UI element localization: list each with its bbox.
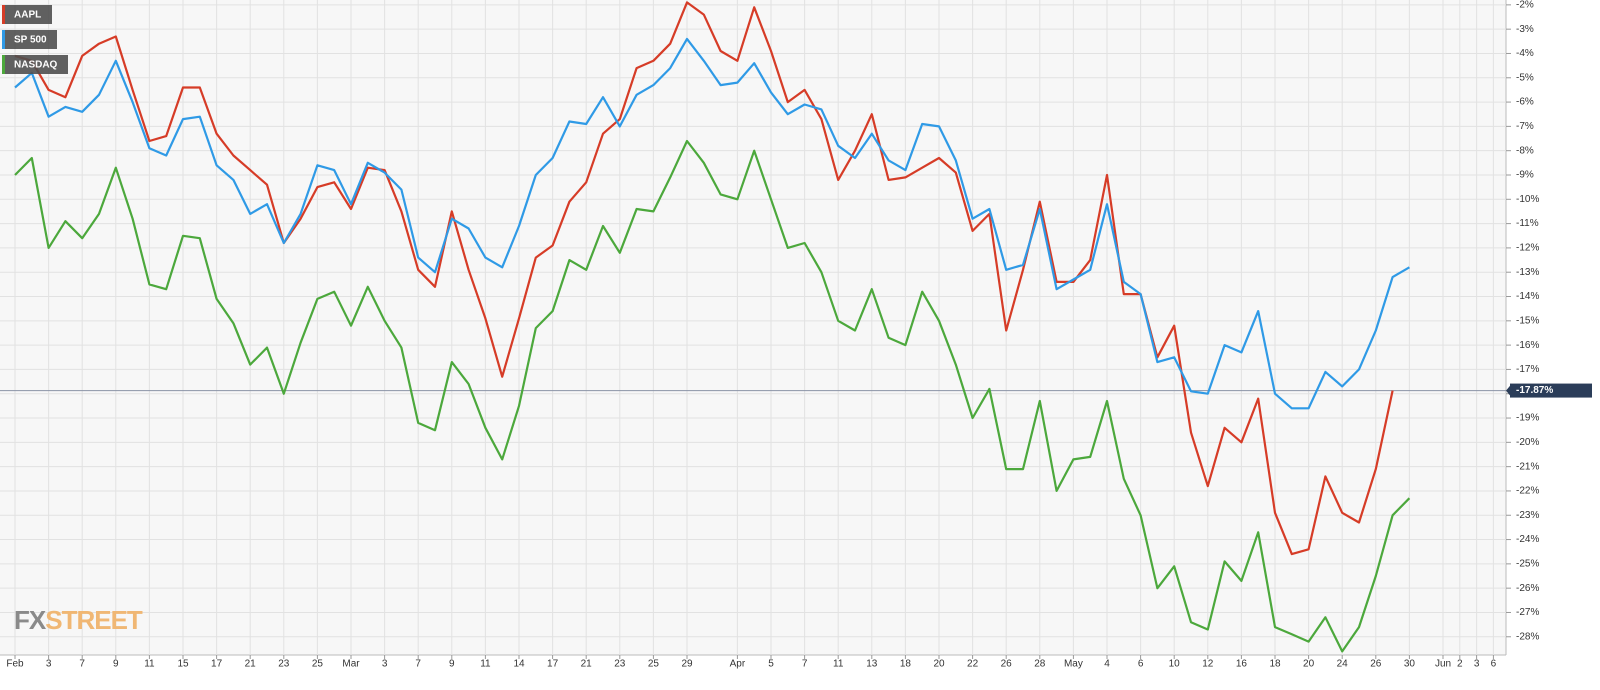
legend-label: SP 500 <box>14 35 47 46</box>
y-tick-label: -4% <box>1516 48 1534 59</box>
y-tick-label: -11% <box>1516 218 1539 229</box>
legend-box <box>2 5 52 24</box>
y-tick-label: -6% <box>1516 97 1534 108</box>
legend-label: AAPL <box>14 10 41 21</box>
y-tick-label: -28% <box>1516 631 1539 642</box>
badge-label: -17.87% <box>1516 385 1553 396</box>
series-line <box>14 37 1410 410</box>
x-tick-label: 7 <box>802 659 808 670</box>
series-line <box>14 1 1394 556</box>
x-tick-label: 9 <box>449 659 455 670</box>
y-tick-label: -8% <box>1516 145 1534 156</box>
x-tick-label: Mar <box>342 659 360 670</box>
y-tick-label: -14% <box>1516 291 1539 302</box>
x-tick-label: 23 <box>278 659 290 670</box>
x-tick-label: 29 <box>681 659 693 670</box>
x-tick-label: 30 <box>1404 659 1416 670</box>
x-tick-label: Jun <box>1435 659 1451 670</box>
legend-item: NASDAQ <box>2 55 68 74</box>
y-tick-label: -16% <box>1516 340 1539 351</box>
x-tick-label: 26 <box>1370 659 1382 670</box>
y-tick-label: -15% <box>1516 315 1539 326</box>
y-tick-label: -9% <box>1516 170 1534 181</box>
x-tick-label: 2 <box>1457 659 1463 670</box>
legend-swatch <box>2 55 5 74</box>
x-tick-label: 17 <box>547 659 559 670</box>
y-tick-label: -23% <box>1516 510 1539 521</box>
x-tick-label: 9 <box>113 659 119 670</box>
series-line <box>14 139 1411 653</box>
x-tick-label: 20 <box>1303 659 1315 670</box>
watermark: FXSTREET <box>14 605 143 635</box>
x-tick-label: 12 <box>1202 659 1214 670</box>
x-tick-label: 20 <box>933 659 945 670</box>
y-tick-label: -21% <box>1516 461 1539 472</box>
x-tick-label: 3 <box>46 659 52 670</box>
badge-box <box>1510 383 1592 398</box>
x-tick-label: 10 <box>1169 659 1181 670</box>
y-tick-label: -12% <box>1516 243 1539 254</box>
x-tick-label: 13 <box>866 659 878 670</box>
x-tick-label: May <box>1064 659 1083 670</box>
x-tick-label: 11 <box>833 659 844 670</box>
y-tick-label: -3% <box>1516 24 1534 35</box>
x-tick-label: 28 <box>1034 659 1046 670</box>
x-tick-label: 18 <box>900 659 912 670</box>
x-tick-label: 11 <box>480 659 491 670</box>
x-tick-label: 14 <box>513 659 525 670</box>
legend-label: NASDAQ <box>14 60 58 71</box>
legend-item: SP 500 <box>2 30 57 49</box>
x-tick-label: 4 <box>1104 659 1110 670</box>
current-value-badge: -17.87% <box>1506 383 1592 398</box>
x-tick-label: 6 <box>1138 659 1144 670</box>
watermark-suffix: STREET <box>45 605 143 635</box>
y-tick-label: -27% <box>1516 607 1539 618</box>
x-tick-label: Apr <box>730 659 746 670</box>
badge-arrow <box>1506 384 1511 397</box>
legend-swatch <box>2 30 5 49</box>
y-tick-label: -19% <box>1516 413 1539 424</box>
x-tick-label: 18 <box>1269 659 1281 670</box>
x-tick-label: 26 <box>1001 659 1013 670</box>
x-tick-label: 3 <box>382 659 388 670</box>
x-tick-label: 16 <box>1236 659 1248 670</box>
legend-box <box>2 30 57 49</box>
y-tick-label: -17% <box>1516 364 1539 375</box>
legend-swatch <box>2 5 5 24</box>
y-tick-label: -20% <box>1516 437 1539 448</box>
x-tick-label: 11 <box>144 659 155 670</box>
x-tick-label: 22 <box>967 659 979 670</box>
legend-box <box>2 55 68 74</box>
plot-background <box>0 0 1506 655</box>
x-tick-label: 21 <box>581 659 593 670</box>
x-tick-label: 17 <box>211 659 223 670</box>
x-tick-label: 7 <box>415 659 421 670</box>
x-tick-label: 15 <box>177 659 189 670</box>
x-tick-label: 21 <box>245 659 257 670</box>
y-tick-label: -2% <box>1516 0 1534 11</box>
y-tick-label: -25% <box>1516 558 1539 569</box>
x-tick-label: 6 <box>1491 659 1497 670</box>
x-tick-label: 25 <box>648 659 660 670</box>
x-tick-label: Feb <box>6 659 24 670</box>
y-tick-label: -24% <box>1516 534 1539 545</box>
x-tick-label: 24 <box>1337 659 1349 670</box>
y-tick-label: -5% <box>1516 72 1534 83</box>
y-tick-label: -22% <box>1516 486 1539 497</box>
watermark-prefix: FX <box>14 605 47 635</box>
y-tick-label: -13% <box>1516 267 1539 278</box>
x-tick-label: 25 <box>312 659 324 670</box>
legend-item: AAPL <box>2 5 52 24</box>
x-tick-label: 23 <box>614 659 626 670</box>
y-tick-label: -10% <box>1516 194 1539 205</box>
y-tick-label: -7% <box>1516 121 1534 132</box>
y-tick-label: -26% <box>1516 583 1539 594</box>
x-tick-label: 5 <box>768 659 774 670</box>
x-tick-label: 7 <box>79 659 85 670</box>
x-tick-label: 3 <box>1474 659 1480 670</box>
